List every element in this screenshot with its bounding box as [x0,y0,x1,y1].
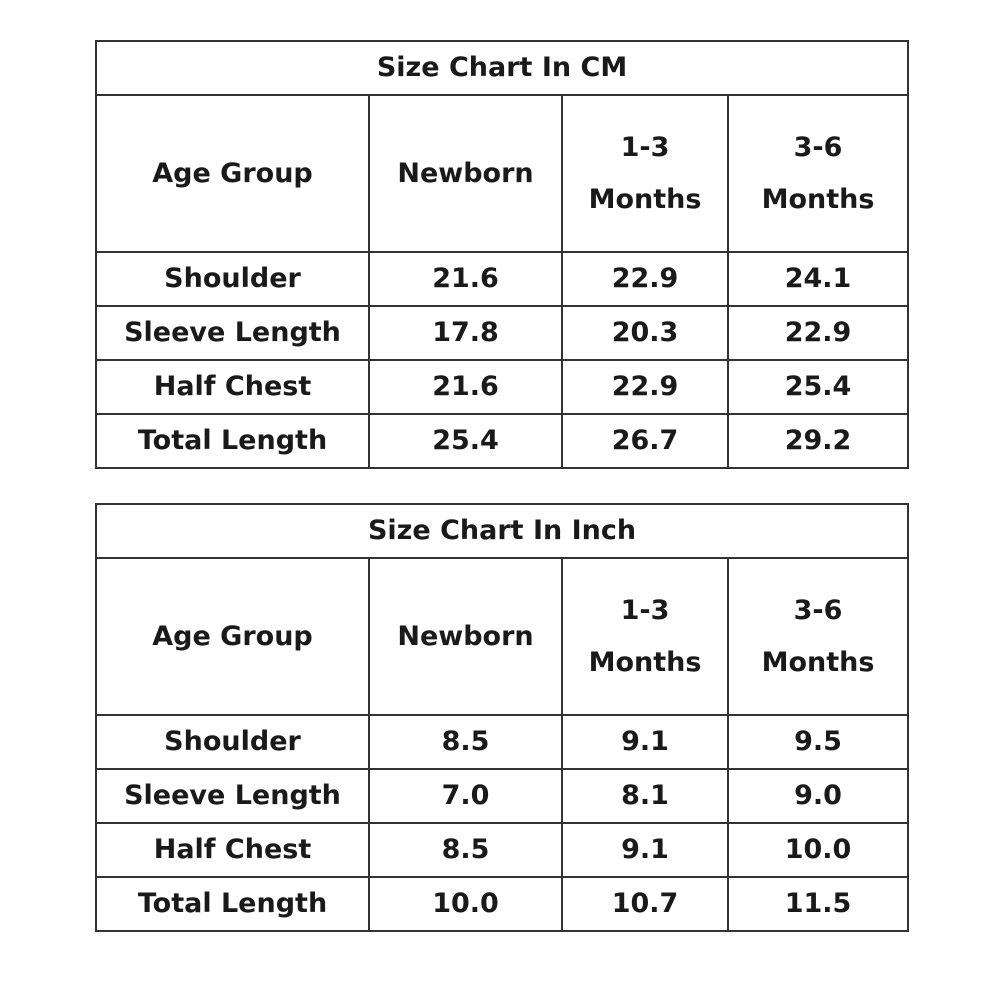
header-line: Months [588,183,702,215]
table-row: Total Length 10.0 10.7 11.5 [95,876,910,932]
row-label: Half Chest [95,822,370,878]
table-cell: 10.7 [561,876,729,932]
size-chart-inch-table: Size Chart In Inch Age Group Newborn 1-3 Mon… [94,503,910,932]
table-row: Sleeve Length 17.8 20.3 22.9 [95,305,910,361]
row-label: Shoulder [95,714,370,770]
table-title: Size Chart In CM [94,40,910,96]
header-line: Newborn [397,157,534,189]
table-row: Half Chest 21.6 22.9 25.4 [95,359,910,415]
row-label: Half Chest [95,359,370,415]
row-label: Shoulder [95,251,370,307]
table-row: Sleeve Length 7.0 8.1 9.0 [95,768,910,824]
table-cell: 21.6 [368,251,563,307]
row-label: Sleeve Length [95,305,370,361]
table-cell: 8.1 [561,768,729,824]
column-header: 3-6 Months [726,94,910,253]
table-row: Total Length 25.4 26.7 29.2 [95,413,910,469]
table-cell: 8.5 [368,822,563,878]
table-cell: 7.0 [368,768,563,824]
table-cell: 9.1 [561,822,729,878]
header-line: Age Group [152,620,313,652]
header-line: 1-3 [620,131,670,163]
table-cell: 25.4 [726,359,910,415]
table-cell: 24.1 [726,251,910,307]
header-line: Months [761,646,875,678]
table-row: Shoulder 8.5 9.1 9.5 [95,714,910,770]
table-cell: 9.0 [726,768,910,824]
header-line: Months [588,646,702,678]
table-cell: 29.2 [726,413,910,469]
table-cell: 11.5 [726,876,910,932]
row-label: Total Length [95,413,370,469]
table-cell: 10.0 [368,876,563,932]
header-line: 3-6 [793,131,843,163]
table-cell: 8.5 [368,714,563,770]
table-cell: 26.7 [561,413,729,469]
table-cell: 10.0 [726,822,910,878]
header-line: 3-6 [793,594,843,626]
table-cell: 17.8 [368,305,563,361]
table-cell: 22.9 [561,359,729,415]
column-header: Newborn [368,557,563,716]
table-row: Half Chest 8.5 9.1 10.0 [95,822,910,878]
table-cell: 9.5 [726,714,910,770]
column-header: Age Group [95,94,370,253]
table-cell: 21.6 [368,359,563,415]
column-header: Newborn [368,94,563,253]
table-cell: 9.1 [561,714,729,770]
header-line: Months [761,183,875,215]
header-line: Age Group [152,157,313,189]
table-cell: 22.9 [726,305,910,361]
table-cell: 25.4 [368,413,563,469]
column-header: 1-3 Months [561,94,729,253]
header-line: 1-3 [620,594,670,626]
column-header: 3-6 Months [726,557,910,716]
column-header: Age Group [95,557,370,716]
table-cell: 20.3 [561,305,729,361]
table-row: Shoulder 21.6 22.9 24.1 [95,251,910,307]
header-line: Newborn [397,620,534,652]
table-cell: 22.9 [561,251,729,307]
size-chart-cm-table: Size Chart In CM Age Group Newborn 1-3 Month… [94,40,910,469]
row-label: Total Length [95,876,370,932]
table-title: Size Chart In Inch [94,503,910,559]
row-label: Sleeve Length [95,768,370,824]
column-header: 1-3 Months [561,557,729,716]
